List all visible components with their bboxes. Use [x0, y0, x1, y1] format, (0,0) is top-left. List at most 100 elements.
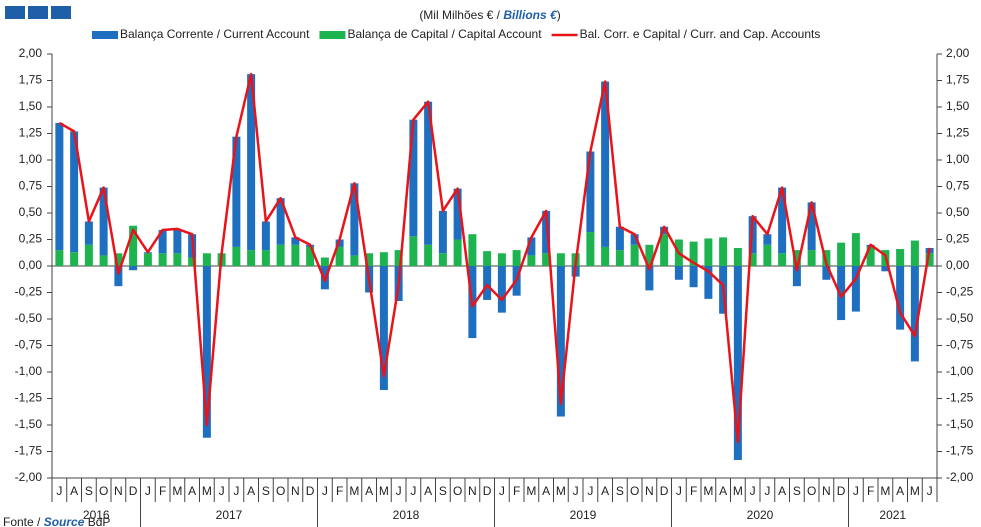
month-label: M — [349, 484, 359, 498]
y2-tick-label: -0,75 — [946, 338, 974, 352]
legend-label: Bal. Corr. e Capital / Curr. and Cap. Ac… — [580, 27, 821, 41]
bar — [778, 253, 787, 266]
bar — [247, 250, 256, 266]
line — [58, 72, 931, 444]
y2-tick-label: 0,50 — [946, 205, 970, 219]
month-label: F — [336, 484, 343, 498]
y-tick-label: 2,00 — [19, 46, 43, 60]
y-tick-label: -0,25 — [15, 285, 43, 299]
bar — [129, 266, 138, 271]
month-label: M — [172, 484, 182, 498]
bar — [586, 151, 595, 233]
month-label: J — [676, 484, 682, 498]
month-label: S — [262, 484, 270, 498]
bar — [453, 188, 462, 240]
bar — [807, 202, 816, 251]
y-tick-label: 0,25 — [19, 232, 43, 246]
y2-tick-label: -0,50 — [946, 311, 974, 325]
month-label: A — [188, 484, 196, 498]
bar — [379, 252, 388, 266]
month-label: J — [573, 484, 579, 498]
y-tick-label: 1,75 — [19, 73, 43, 87]
y-tick-label: 1,00 — [19, 152, 43, 166]
bar — [512, 250, 521, 266]
bar — [306, 246, 315, 266]
bar — [350, 183, 359, 256]
bar — [645, 266, 654, 291]
bar — [291, 244, 300, 266]
bar — [55, 250, 64, 266]
y-tick-label: -0,50 — [15, 311, 43, 325]
bar — [689, 241, 698, 266]
month-label: J — [145, 484, 151, 498]
bar — [276, 198, 285, 245]
y2-tick-label: 1,50 — [946, 99, 970, 113]
bar — [158, 229, 167, 254]
bar — [114, 266, 123, 287]
bar — [778, 187, 787, 254]
month-label: M — [379, 484, 389, 498]
month-label: O — [630, 484, 639, 498]
month-label: O — [453, 484, 462, 498]
bar — [291, 237, 300, 245]
bar — [925, 253, 934, 266]
bar — [556, 266, 565, 417]
month-label: S — [85, 484, 93, 498]
logo-block — [28, 6, 48, 19]
bar — [542, 253, 551, 266]
month-label: M — [880, 484, 890, 498]
bar — [851, 266, 860, 312]
source-part: Fonte / — [3, 515, 44, 527]
bar — [733, 247, 742, 266]
legend-label: Balança de Capital / Capital Account — [347, 27, 542, 41]
bar — [483, 266, 492, 300]
logo-block — [5, 6, 25, 19]
bar — [542, 210, 551, 254]
bar — [645, 244, 654, 266]
title-part: Billions € — [503, 8, 558, 22]
bar — [350, 255, 359, 266]
legend-swatch — [92, 31, 118, 39]
month-label: M — [910, 484, 920, 498]
bar — [689, 266, 698, 288]
bar — [409, 236, 418, 266]
month-label: M — [703, 484, 713, 498]
bar — [99, 255, 108, 266]
bar — [822, 266, 831, 280]
month-label: D — [129, 484, 138, 498]
year-label: 2021 — [879, 508, 906, 522]
legend-label: Balança Corrente / Current Account — [120, 27, 310, 41]
bar — [188, 257, 197, 266]
y-tick-label: -2,00 — [15, 470, 43, 484]
month-label: D — [660, 484, 669, 498]
month-label: O — [807, 484, 816, 498]
month-label: S — [439, 484, 447, 498]
title-part: ) — [557, 8, 561, 22]
month-label: M — [556, 484, 566, 498]
y-tick-label: -0,75 — [15, 338, 43, 352]
month-label: J — [396, 484, 402, 498]
bar — [158, 253, 167, 266]
logo-block — [51, 6, 71, 19]
source-part: BdP — [84, 515, 110, 527]
bar — [483, 251, 492, 266]
bar — [379, 266, 388, 391]
bar — [896, 249, 905, 266]
y-tick-label: -1,00 — [15, 364, 43, 378]
month-label: M — [202, 484, 212, 498]
month-label: J — [410, 484, 416, 498]
y2-tick-label: 1,00 — [946, 152, 970, 166]
month-label: J — [499, 484, 505, 498]
y-tick-label: -1,75 — [15, 444, 43, 458]
month-label: D — [837, 484, 846, 498]
bar — [601, 81, 610, 247]
month-label: N — [468, 484, 477, 498]
month-label: J — [853, 484, 859, 498]
bar — [70, 252, 79, 266]
month-label: M — [733, 484, 743, 498]
source-part: Source — [44, 515, 85, 527]
month-label: A — [719, 484, 727, 498]
year-label: 2020 — [747, 508, 774, 522]
month-label: A — [70, 484, 78, 498]
y2-tick-label: 1,25 — [946, 126, 970, 140]
